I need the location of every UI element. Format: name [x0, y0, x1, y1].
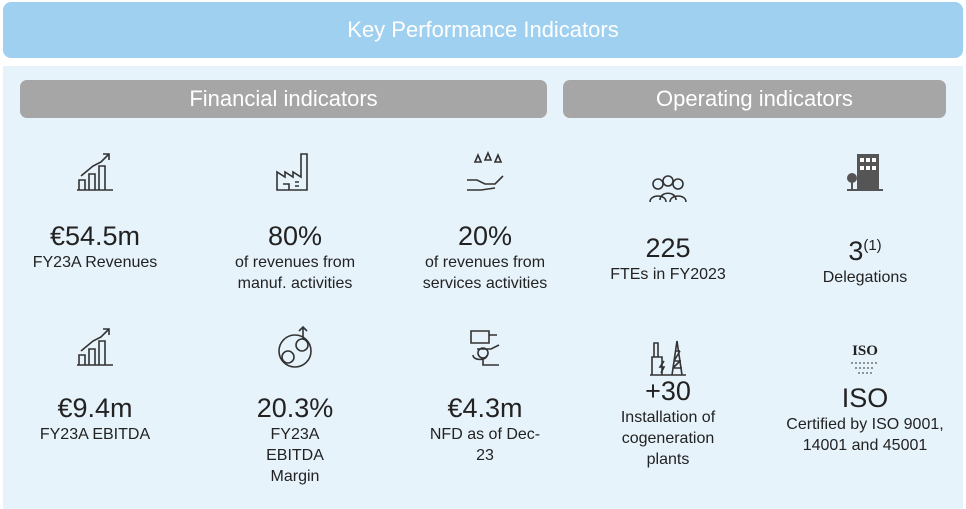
kpi-value: €54.5m — [0, 220, 200, 252]
kpi-value: 20% — [380, 220, 590, 252]
kpi-value: €9.4m — [0, 392, 200, 424]
kpi-label: FY23A Revenues — [32, 254, 158, 271]
kpi-label: Delegations — [822, 269, 908, 286]
icon — [276, 153, 308, 191]
section-title: Financial indicators — [20, 80, 547, 118]
kpi-footnote: (1) — [863, 237, 882, 254]
kpi-item: €9.4m FY23A EBITDA — [0, 392, 200, 445]
kpi-item: +30 Installation of cogeneration plants — [586, 375, 751, 470]
kpi-value: +30 — [586, 375, 751, 407]
icon — [847, 154, 883, 191]
kpi-label: of revenues from services activities — [422, 254, 548, 292]
kpi-item: 3(1) Delegations — [760, 230, 966, 288]
kpi-label: FTEs in FY2023 — [610, 266, 726, 283]
kpi-number: 20.3% — [256, 393, 334, 423]
icon — [77, 153, 113, 191]
kpi-number: 20% — [457, 221, 513, 251]
kpi-label: of revenues from manuf. activities — [234, 254, 356, 292]
kpi-label: Installation of cogeneration plants — [620, 409, 716, 468]
kpi-label: FY23A EBITDA Margin — [266, 426, 324, 485]
icon-text: ISO — [852, 343, 878, 359]
kpi-value: ISO — [745, 382, 966, 414]
kpi-item: 80% of revenues from manuf. activities — [190, 220, 400, 294]
kpi-item: 20% of revenues from services activities — [380, 220, 590, 294]
kpi-value: €4.3m — [405, 392, 565, 424]
kpi-value: 80% — [190, 220, 400, 252]
kpi-number: ISO — [841, 383, 889, 413]
icon — [470, 330, 500, 366]
kpi-item: €54.5m FY23A Revenues — [0, 220, 200, 273]
kpi-label: FY23A EBITDA — [39, 426, 151, 443]
kpi-value: 3(1) — [760, 230, 966, 267]
icon — [77, 328, 113, 366]
section-title: Operating indicators — [563, 80, 946, 118]
content-panel — [3, 66, 963, 509]
kpi-item: ISO Certified by ISO 9001, 14001 and 4500… — [745, 382, 966, 456]
kpi-number: €4.3m — [447, 393, 523, 423]
header-title: Key Performance Indicators — [3, 2, 963, 58]
kpi-number: 225 — [645, 233, 691, 263]
kpi-item: €4.3m NFD as of Dec-23 — [405, 392, 565, 466]
kpi-label: Certified by ISO 9001, 14001 and 45001 — [786, 416, 944, 454]
kpi-value: 20.3% — [228, 392, 363, 424]
icon — [650, 340, 686, 376]
kpi-number: €9.4m — [57, 393, 133, 423]
kpi-value: 225 — [563, 232, 773, 264]
icon — [649, 175, 687, 203]
kpi-label: NFD as of Dec-23 — [429, 426, 541, 464]
kpi-number: €54.5m — [49, 221, 141, 251]
icon — [278, 325, 312, 368]
kpi-item: 20.3% FY23A EBITDA Margin — [228, 392, 363, 487]
kpi-number: +30 — [645, 376, 691, 406]
kpi-number: 80% — [267, 221, 323, 251]
icon: ISO — [851, 343, 879, 374]
icon — [467, 150, 504, 191]
kpi-item: 225 FTEs in FY2023 — [563, 232, 773, 285]
kpi-number: 3 — [848, 236, 864, 266]
